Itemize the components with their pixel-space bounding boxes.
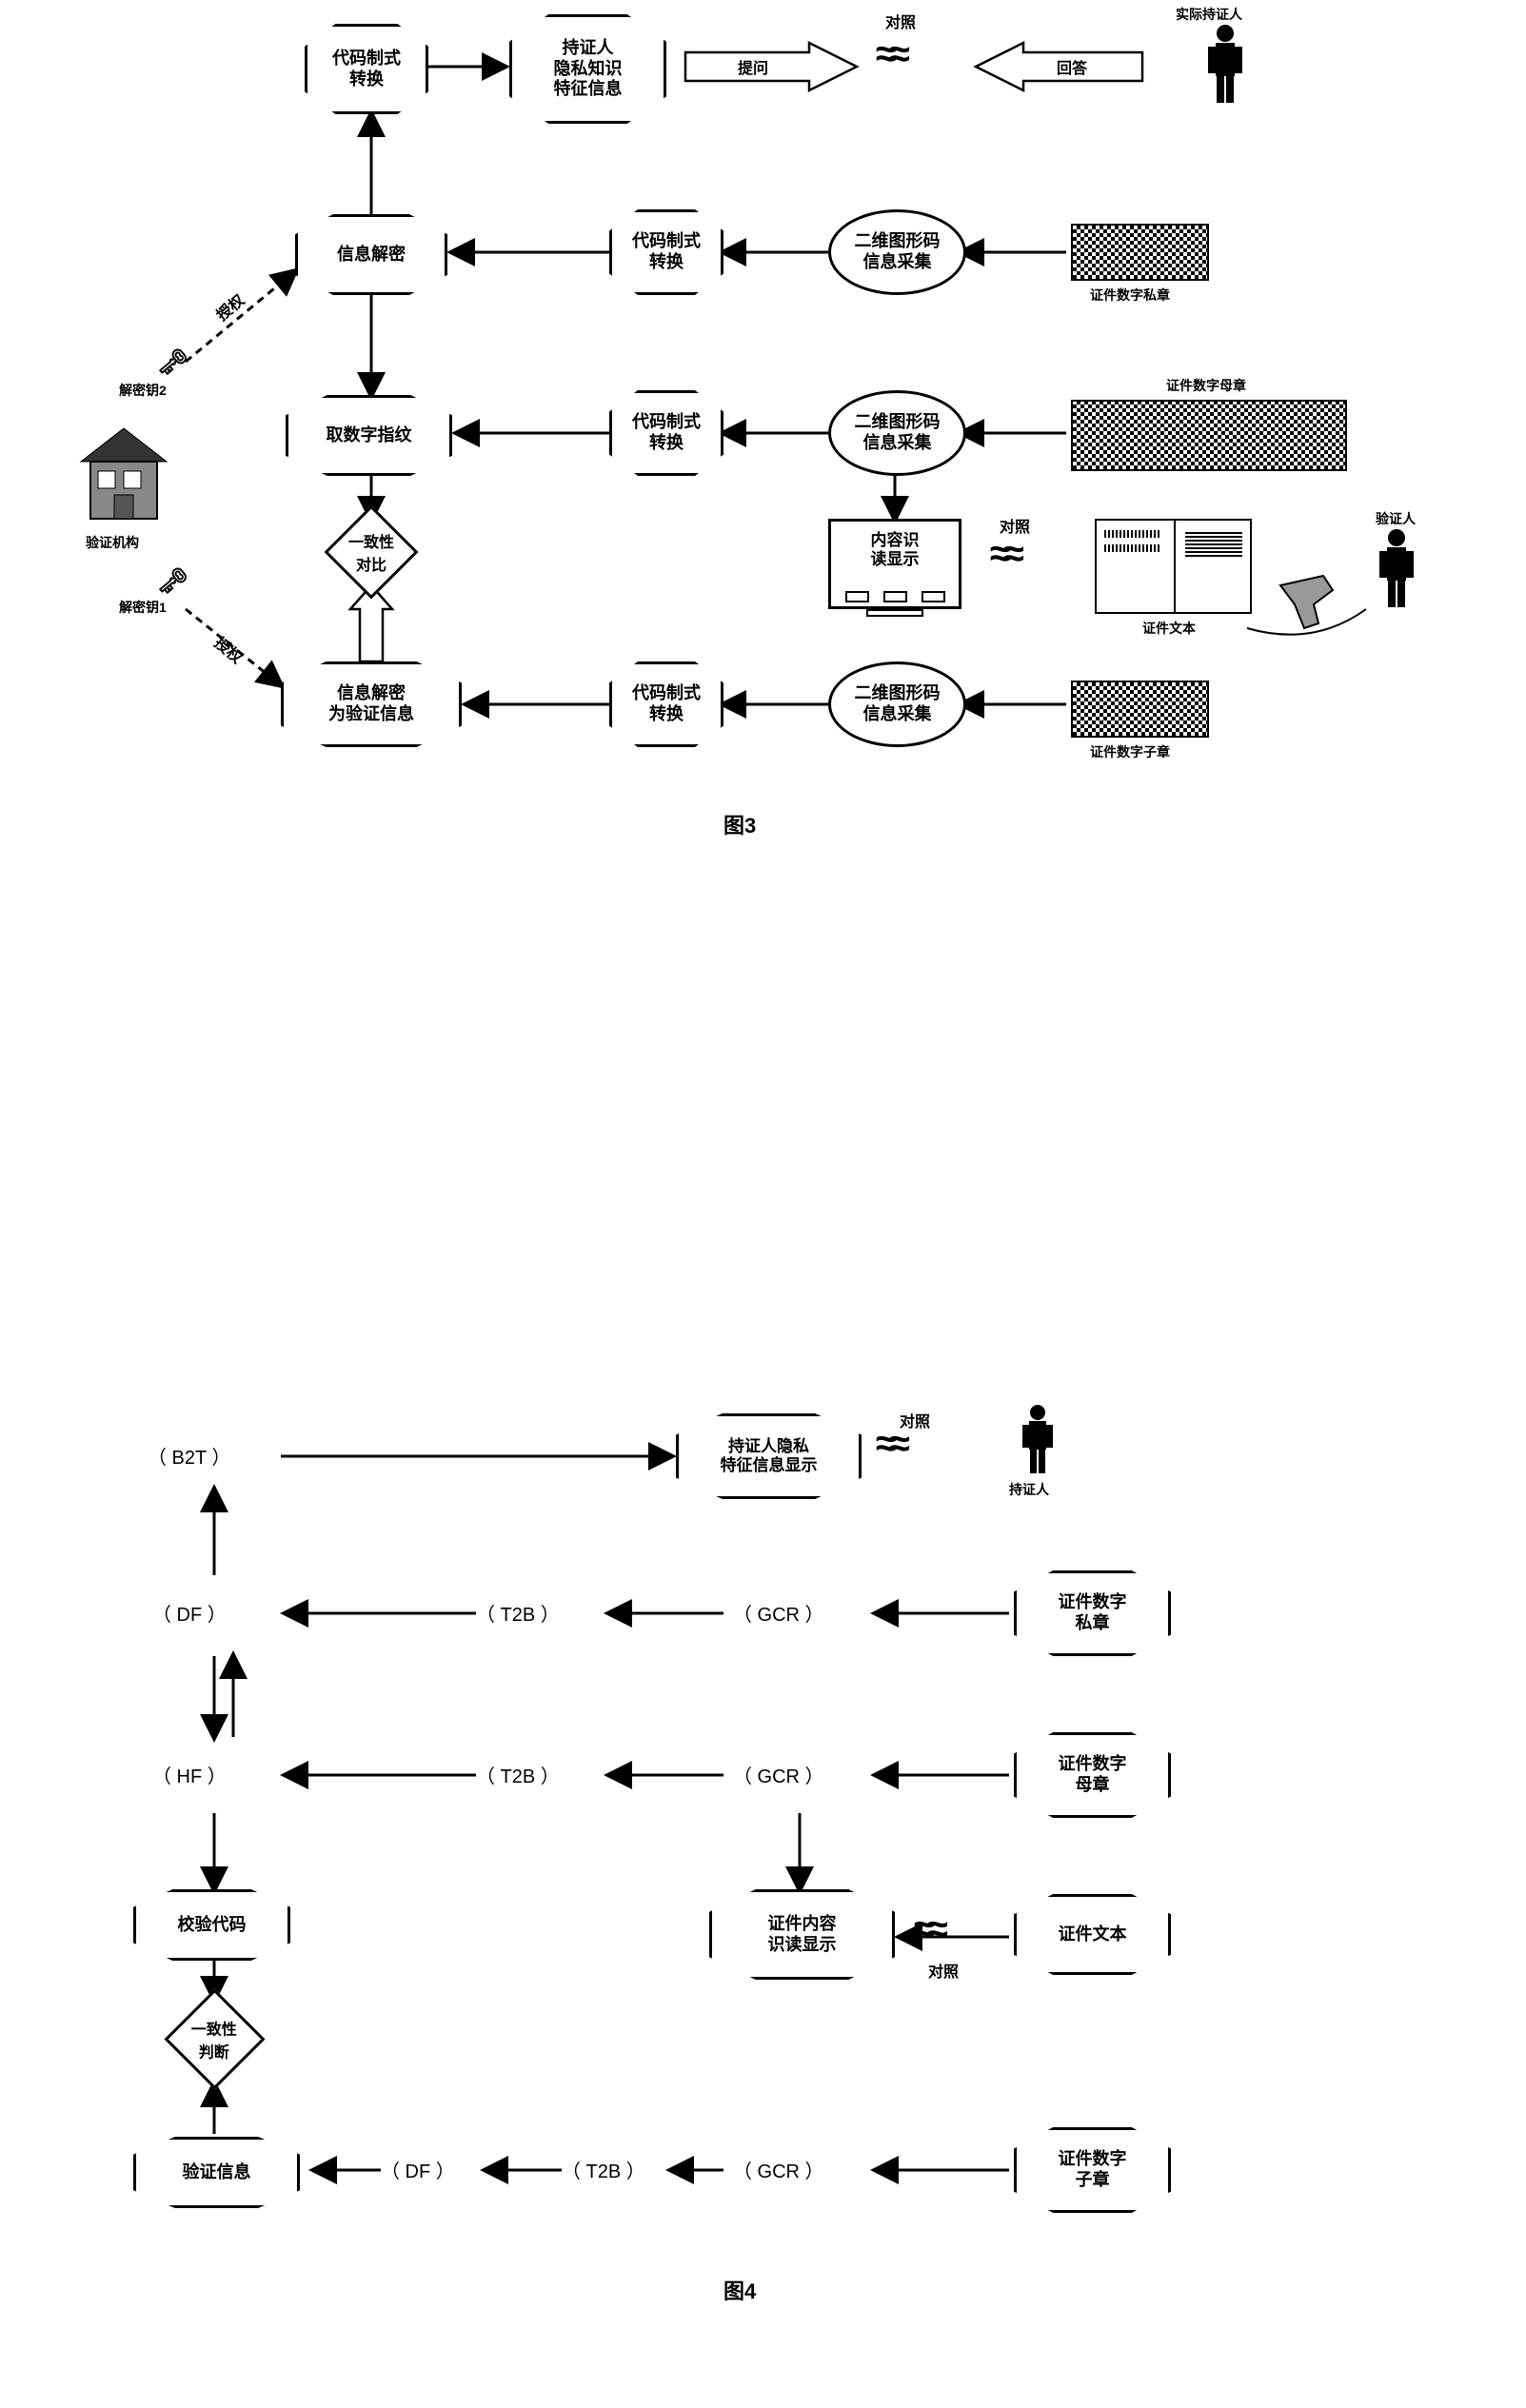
fig3-qr-mother: [1071, 400, 1347, 471]
fig4-node-gcr3: （ GCR ）: [733, 2156, 824, 2183]
fig3-book: [1095, 519, 1252, 614]
fig3-label-mother-seal: 证件数字母章: [1166, 376, 1246, 395]
fig3-label-auth2: 授权: [210, 631, 248, 668]
fig3-node-decrypt-verify: 信息解密为验证信息: [281, 661, 462, 747]
fig3-label-answer: 回答: [1057, 55, 1087, 78]
fig3-house-icon: [71, 424, 176, 533]
fig3-person-verifier-icon: [1376, 528, 1418, 614]
fig3-person-holder-icon: [1204, 24, 1247, 109]
fig3-label-ask: 提问: [738, 55, 768, 78]
fig3-node-code-convert-4: 代码制式转换: [609, 661, 723, 747]
fig3-qr-private: [1071, 224, 1209, 281]
fig4-arrows: [0, 1361, 1526, 2408]
fig3-label-holder: 实际持证人: [1176, 5, 1242, 24]
fig4-node-gcr2: （ GCR ）: [733, 1761, 824, 1788]
fig4-label-compare1: 对照: [900, 1409, 930, 1431]
fig3-key2-icon: 🗝: [157, 347, 188, 377]
fig3-node-code-convert-1: 代码制式转换: [305, 24, 428, 114]
fig3-wavy-2: ≈≈: [990, 533, 1017, 576]
fig4-node-private-seal: 证件数字私章: [1014, 1570, 1171, 1656]
fig3-node-consistency: 一致性对比: [325, 505, 419, 600]
fig3-node-2d-collect-3: 二维图形码信息采集: [828, 661, 966, 747]
fig3-node-code-convert-2: 代码制式转换: [609, 209, 723, 295]
fig4-person-holder-icon: [1019, 1404, 1057, 1480]
fig3-label-compare2: 对照: [1000, 514, 1030, 537]
fig3-wavy-1: ≈≈: [876, 33, 902, 76]
fig4-node-holder-display: 持证人隐私特征信息显示: [676, 1413, 862, 1499]
fig3-monitor-stand: [866, 609, 923, 617]
figure-4: （ B2T ） 持证人隐私特征信息显示 ≈≈ 对照 持证人 （ DF ） （ T…: [0, 1361, 1526, 2408]
fig3-key1-icon: 🗝: [157, 566, 188, 596]
fig4-node-hf: （ HF ）: [152, 1761, 227, 1788]
fig3-node-2d-collect-2: 二维图形码信息采集: [828, 390, 966, 476]
fig3-label-private-seal: 证件数字私章: [1090, 286, 1170, 305]
fig3-label-child-seal: 证件数字子章: [1090, 742, 1170, 761]
fig3-label-key1: 解密钥1: [119, 598, 167, 617]
fig4-node-t2b2: （ T2B ）: [476, 1761, 560, 1788]
fig3-node-fingerprint: 取数字指纹: [286, 395, 452, 476]
fig3-label-doc-text: 证件文本: [1142, 619, 1196, 638]
fig3-qr-child: [1071, 681, 1209, 738]
fig4-node-df2: （ DF ）: [381, 2156, 455, 2183]
fig3-caption: 图3: [723, 809, 756, 839]
fig4-wavy-2: ≈≈: [914, 1908, 941, 1951]
fig3-node-code-convert-3: 代码制式转换: [609, 390, 723, 476]
fig3-scanner-icon: [1276, 571, 1352, 642]
fig4-node-mother-seal: 证件数字母章: [1014, 1732, 1171, 1818]
fig4-caption: 图4: [723, 2275, 756, 2305]
fig4-node-t2b1: （ T2B ）: [476, 1599, 560, 1627]
fig4-node-check-code: 校验代码: [133, 1889, 290, 1961]
fig4-node-gcr1: （ GCR ）: [733, 1599, 824, 1627]
fig3-label-org: 验证机构: [86, 533, 139, 552]
fig4-node-content-display: 证件内容识读显示: [709, 1889, 895, 1980]
fig3-label-key2: 解密钥2: [119, 381, 167, 400]
fig4-node-b2t: （ B2T ）: [148, 1442, 230, 1470]
fig3-node-2d-collect-1: 二维图形码信息采集: [828, 209, 966, 295]
fig4-node-t2b3: （ T2B ）: [562, 2156, 645, 2183]
fig4-node-verify-info: 验证信息: [133, 2137, 300, 2208]
fig3-node-decrypt: 信息解密: [295, 214, 447, 295]
fig4-label-holder: 持证人: [1009, 1480, 1049, 1499]
fig4-node-child-seal: 证件数字子章: [1014, 2127, 1171, 2213]
fig3-label-auth: 授权: [210, 288, 248, 326]
figure-3: 代码制式转换 持证人隐私知识特征信息 提问 ≈≈ 对照 回答 实际持证人 信息解…: [0, 0, 1526, 857]
fig4-node-df1: （ DF ）: [152, 1599, 227, 1627]
fig4-wavy-1: ≈≈: [876, 1423, 902, 1466]
fig3-monitor: 内容识读显示: [828, 519, 961, 609]
fig4-label-compare2: 对照: [928, 1959, 959, 1982]
fig3-label-verifier: 验证人: [1376, 509, 1416, 528]
fig3-node-holder-privacy: 持证人隐私知识特征信息: [509, 14, 666, 124]
fig4-node-doc-text: 证件文本: [1014, 1894, 1171, 1975]
fig3-label-compare1: 对照: [885, 10, 916, 32]
fig4-node-consistency: 一致性判断: [164, 1988, 265, 2089]
